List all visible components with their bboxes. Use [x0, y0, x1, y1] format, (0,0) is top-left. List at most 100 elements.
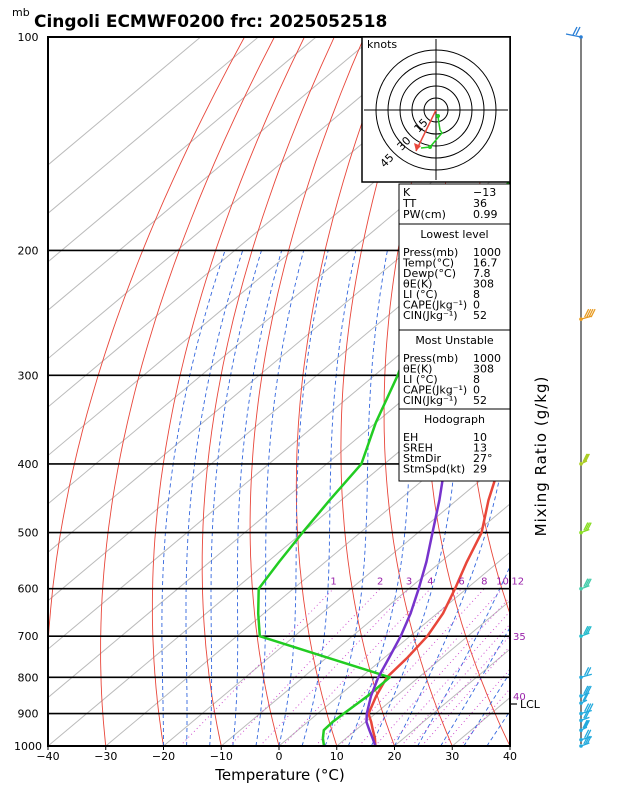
panel-row-label: SREH	[403, 442, 433, 455]
panel-row-value: 0	[473, 384, 480, 397]
mixing-ratio-line	[460, 688, 510, 746]
pressure-tick-label: 900	[18, 708, 39, 721]
dry-adiabat	[100, 37, 275, 746]
panel-row-value: 308	[473, 363, 494, 376]
moist-adiabat	[278, 250, 329, 746]
isotherm	[48, 212, 510, 602]
panel-row-label: CAPE(Jkg⁻¹)	[403, 384, 467, 397]
isotherm	[48, 261, 510, 650]
mixing-ratio-line	[339, 588, 485, 746]
mixing-ratio-line	[315, 588, 462, 746]
lcl-label: LCL	[520, 698, 541, 711]
barb-flag	[586, 578, 592, 587]
temperature-tick-label: 0	[276, 750, 283, 763]
panel-row-value: 16.7	[473, 257, 498, 270]
barb-flag	[583, 453, 589, 463]
barb-flag	[583, 625, 589, 635]
panel-row-value: 308	[473, 278, 494, 291]
moist-adiabat	[232, 250, 283, 746]
mixing-ratio-labels: 1 2 3 4 6 8 10 12	[330, 577, 524, 588]
panel-row-value: 13	[473, 442, 487, 455]
isotherm	[336, 600, 510, 746]
panel-row-label: LI (°C)	[403, 288, 438, 301]
panel-row-value: 0	[473, 299, 480, 312]
barb-flag	[586, 667, 592, 676]
panel-heading: Hodograph	[424, 413, 485, 426]
mixing-ratio-label: 6	[458, 577, 464, 588]
temperature-tick-label: −10	[210, 750, 233, 763]
barb-flag	[575, 26, 581, 36]
hodograph-trace	[420, 116, 443, 149]
moist-adiabat	[463, 671, 510, 746]
panel-row-value: 1000	[473, 352, 501, 365]
barb-flag	[583, 719, 589, 729]
barb-flag	[583, 578, 589, 587]
moist-adiabat	[301, 250, 357, 746]
panel-box	[398, 223, 511, 331]
mixing-ratio-label: 4	[427, 577, 433, 588]
pressure-tick-label: 1000	[14, 740, 42, 753]
panel-row-value: 52	[473, 309, 487, 322]
barb-staff	[580, 699, 588, 704]
barb-flag	[588, 308, 594, 318]
moist-adiabat	[440, 626, 510, 746]
panel-row-value: 52	[473, 394, 487, 407]
panel-row-label: StmDir	[403, 452, 442, 465]
panel-row-label: PW(cm)	[403, 208, 446, 221]
panel-row-label: StmSpd(kt)	[403, 463, 465, 476]
right-axis-title: Mixing Ratio (g/kg)	[532, 376, 550, 537]
panel-row-label: Press(mb)	[403, 352, 458, 365]
dry-adiabat	[383, 37, 455, 746]
barb-flag	[582, 692, 588, 702]
hodograph: knots 15 30 45	[361, 36, 511, 183]
barb-flag	[583, 735, 589, 745]
mixing-ratio-label: 1	[330, 577, 336, 588]
panel-row-value: 36	[473, 197, 487, 210]
temperature-tick-label: 30	[445, 750, 459, 763]
barb-flag	[583, 710, 589, 719]
moist-adiabat	[394, 405, 510, 746]
sounding-indices-panel: K −13 TT 36 PW(cm) 0.99 Lowest level Press(mb) 1…	[398, 183, 511, 482]
theta-e-label: 40	[513, 692, 526, 703]
page-title: Cingoli ECMWF0200 frc: 2025052518	[34, 12, 387, 32]
pressure-tick-label: 700	[18, 630, 39, 643]
theta-e-label: 35	[513, 632, 526, 643]
barb-flag	[584, 729, 590, 739]
isotherm	[48, 37, 432, 360]
barb-flag	[586, 625, 592, 635]
panel-row-label: θE(K)	[403, 363, 432, 376]
panel-row-value: 29	[473, 463, 487, 476]
panel-row-label: Temp(°C)	[402, 257, 454, 270]
pressure-tick-label: 200	[18, 244, 39, 257]
mixing-ratio-line	[229, 588, 381, 746]
pressure-axis: 100 200 300 400 500 600 700 800 900 1000	[14, 31, 42, 753]
mixing-ratio-line	[411, 635, 510, 746]
barb-flag	[583, 692, 589, 702]
panel-box	[398, 329, 511, 410]
panel-row-label: CIN(Jkg⁻¹)	[403, 309, 458, 322]
isotherm	[48, 37, 201, 166]
isotherm	[48, 37, 259, 214]
panel-row-label: TT	[402, 197, 417, 210]
pressure-tick-label: 300	[18, 369, 39, 382]
mixing-ratio-line	[442, 668, 510, 746]
isotherm	[48, 164, 510, 553]
mixing-ratio-label: 10	[496, 577, 509, 588]
mixing-ratio-line	[259, 588, 410, 746]
mixing-ratio-line	[421, 645, 510, 746]
panel-row-label: Press(mb)	[403, 246, 458, 259]
temperature-tick-label: 40	[503, 750, 517, 763]
panel-row-value: 1000	[473, 246, 501, 259]
dry-adiabat	[201, 37, 335, 746]
panel-box	[398, 183, 511, 225]
dry-adiabat	[151, 37, 305, 746]
isotherm	[48, 37, 375, 311]
panel-row-value: 8	[473, 373, 480, 386]
barb-flag	[584, 703, 590, 712]
dry-adiabat	[48, 37, 245, 746]
barb-flag	[586, 735, 592, 745]
theta-e-labels: 35 40	[513, 632, 526, 703]
barb-flag	[586, 522, 592, 531]
barb-flag	[584, 578, 591, 587]
